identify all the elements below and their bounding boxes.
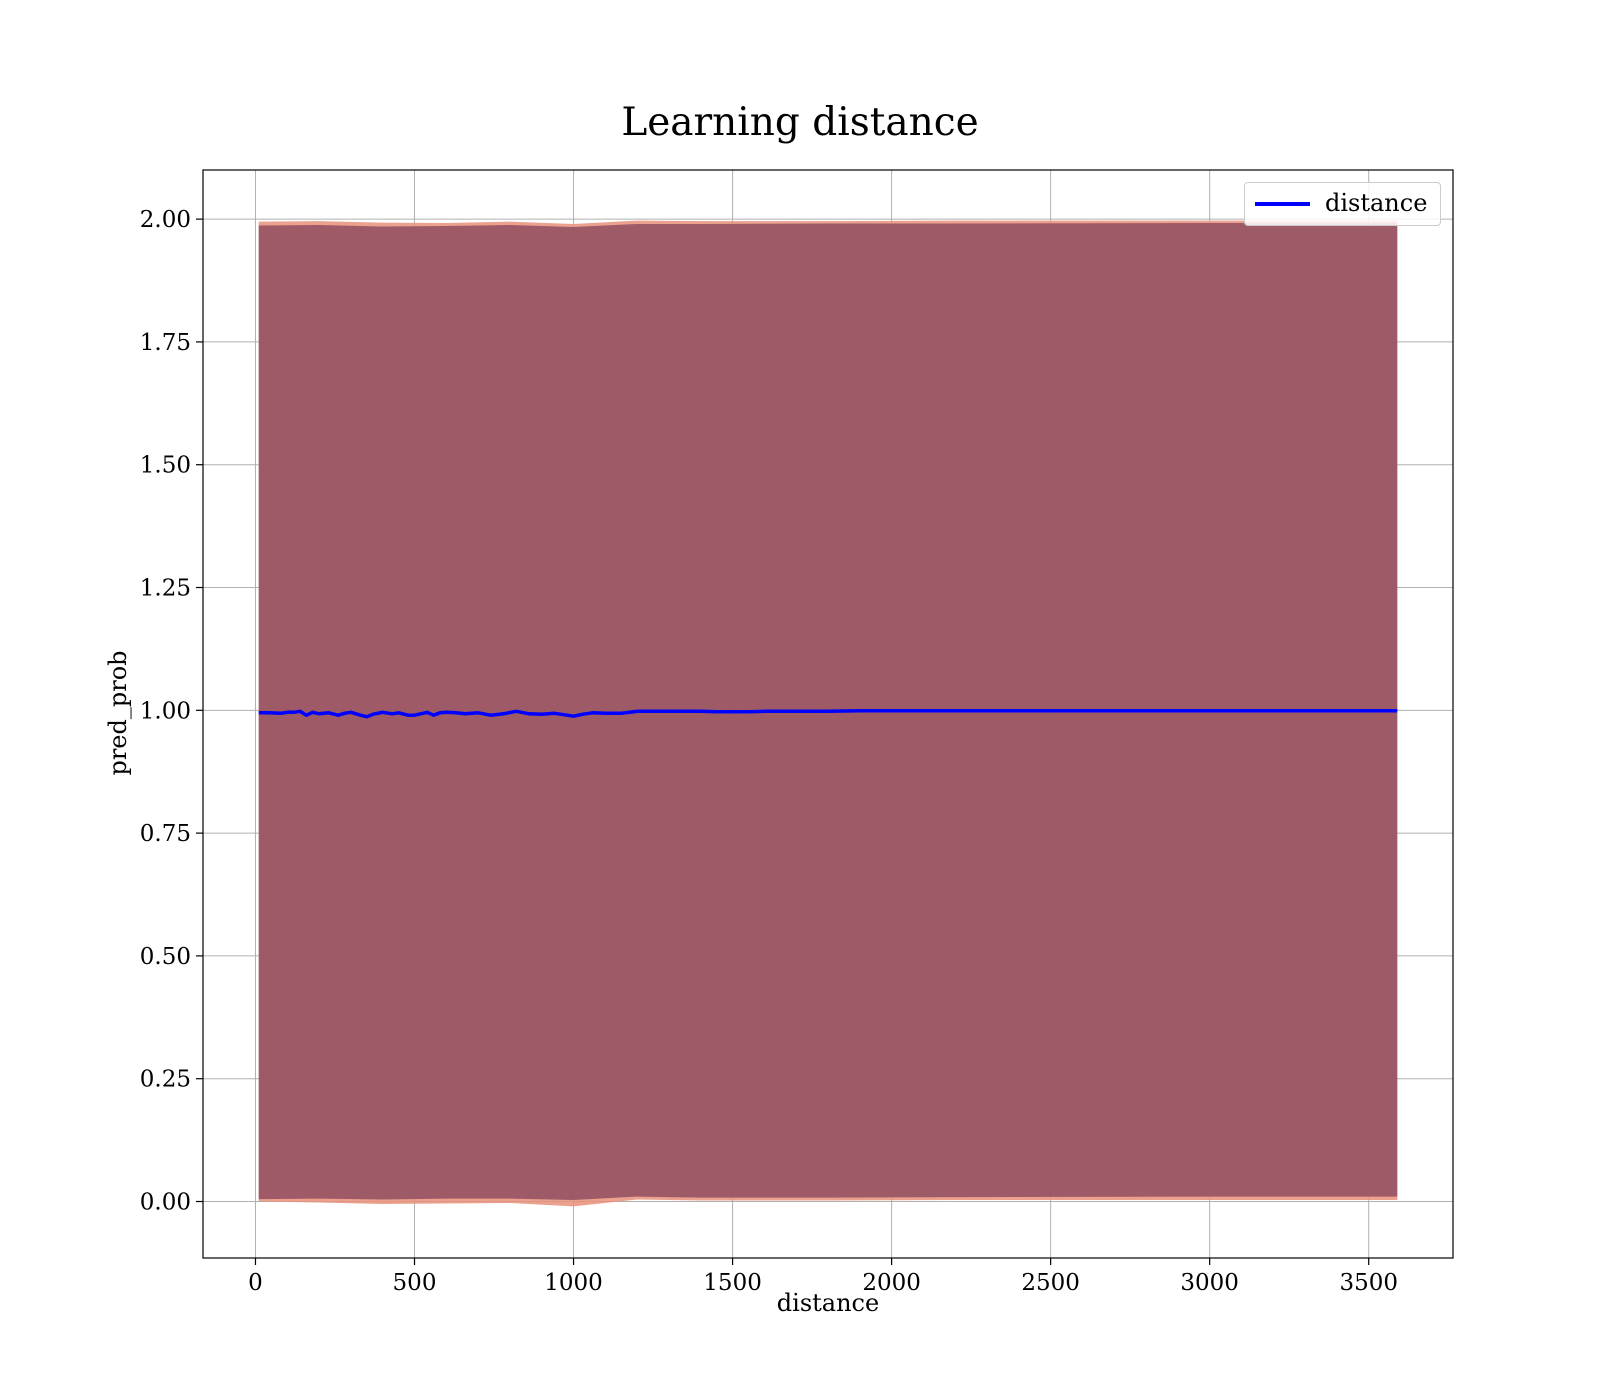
y-tick-label-3: 0.75 — [140, 821, 191, 847]
y-tick-label-2: 0.50 — [140, 944, 191, 970]
legend-label: distance — [1325, 189, 1428, 217]
y-tick-label-1: 0.25 — [140, 1067, 191, 1093]
y-tick-label-7: 1.75 — [140, 330, 191, 356]
series-line-distance — [258, 709, 1398, 719]
y-tick-label-6: 1.50 — [140, 453, 191, 479]
x-tick-label-5: 2500 — [1021, 1270, 1080, 1296]
x-tick-label-1: 500 — [393, 1270, 437, 1296]
chart-title: Learning distance — [621, 100, 979, 145]
legend: distance — [1244, 182, 1441, 226]
x-tick-label-6: 3000 — [1180, 1270, 1239, 1296]
y-tick-label-0: 0.00 — [140, 1190, 191, 1216]
axes-frame — [202, 169, 1454, 1259]
x-tick-label-0: 0 — [248, 1270, 263, 1296]
x-tick-label-4: 2000 — [862, 1270, 921, 1296]
y-tick-label-5: 1.25 — [140, 576, 191, 602]
x-tick-label-7: 3500 — [1339, 1270, 1398, 1296]
x-tick-label-3: 1500 — [703, 1270, 762, 1296]
y-tick-label-4: 1.00 — [140, 698, 191, 724]
y-axis-label: pred_prob — [104, 650, 132, 776]
x-axis-label: distance — [776, 1289, 880, 1317]
y-tick-label-8: 2.00 — [140, 207, 191, 233]
legend-swatch — [1255, 202, 1310, 206]
x-tick-label-2: 1000 — [544, 1270, 603, 1296]
